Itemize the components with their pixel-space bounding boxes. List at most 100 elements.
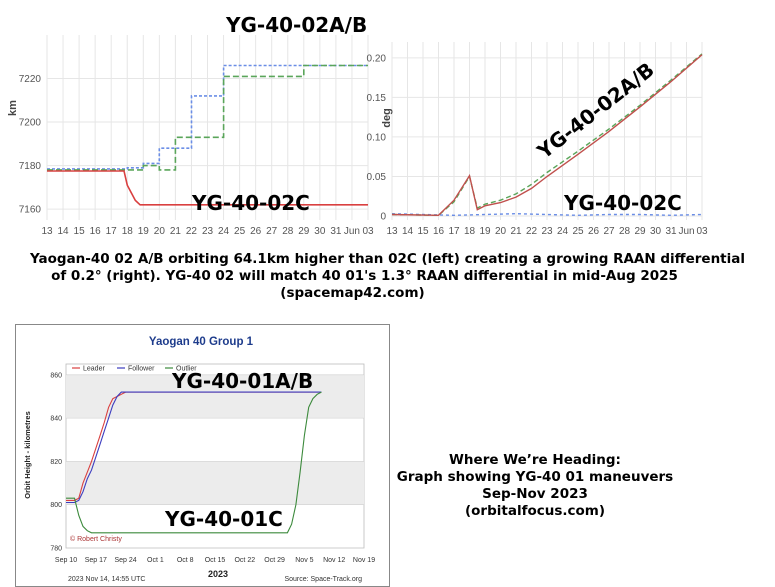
altitude-series: [47, 64, 368, 206]
x-tick-label: 28: [619, 226, 631, 237]
x-tick-label: Oct 15: [205, 557, 226, 564]
x-tick-label: 19: [479, 226, 491, 237]
x-tick-label: 27: [603, 226, 615, 237]
annotation-yg-40-01c: YG-40-01C: [164, 507, 283, 531]
x-tick-label: Oct 29: [264, 557, 285, 564]
x-tick-label: 20: [495, 226, 507, 237]
x-tick-label: 03: [362, 226, 374, 237]
raan-grid: [391, 42, 703, 220]
x-tick-label: 15: [417, 226, 429, 237]
x-tick-label: 16: [433, 226, 445, 237]
x-tick-label: 14: [57, 226, 69, 237]
x-tick-label: 17: [106, 226, 118, 237]
y-tick-label: 820: [50, 459, 62, 466]
y-tick-label: 7200: [19, 118, 42, 129]
group1-y-axis-label: Orbit Height - kilometres: [23, 411, 32, 499]
x-tick-label: Jun: [678, 226, 694, 237]
x-tick-label: 30: [650, 226, 662, 237]
x-tick-label: 13: [41, 226, 53, 237]
y-tick-label: 0: [380, 212, 386, 223]
y-tick-label: 7220: [19, 74, 42, 85]
x-tick-label: 25: [572, 226, 584, 237]
series-line-1-0: [47, 64, 368, 170]
right-caption-line-3: Sep-Nov 2023: [482, 486, 588, 502]
series-line-1-1: [47, 64, 368, 171]
x-tick-label: Sep 17: [85, 557, 107, 564]
right-caption-line-2: Graph showing YG-40 01 maneuvers: [396, 469, 674, 485]
x-tick-label: 20: [154, 226, 166, 237]
x-tick-label: 25: [234, 226, 246, 237]
group1-x-axis-label: 2023: [208, 569, 228, 579]
altitude-grid: [46, 35, 369, 220]
series-line-2-1: [391, 53, 703, 217]
x-tick-label: Oct 22: [234, 557, 255, 564]
y-tick-label: 0.20: [367, 53, 387, 64]
altitude-chart: 7160 7180 7200 7220 13 14 15 16 17 18 19 20 21 22 23 2…: [7, 13, 374, 237]
legend-label-outlier: Outlier: [176, 366, 197, 373]
x-tick-label: Nov 19: [353, 557, 375, 564]
x-tick-label: Jun: [344, 226, 360, 237]
x-tick-label: 27: [266, 226, 278, 237]
x-tick-label: 17: [448, 226, 460, 237]
y-tick-label: 0.10: [367, 132, 387, 143]
group1-credit: © Robert Christy: [70, 535, 122, 543]
annotation-yg-40-02c-right: YG-40-02C: [563, 191, 682, 215]
y-tick-label: 0.15: [367, 93, 387, 104]
altitude-y-axis-label: km: [7, 100, 19, 116]
top-caption-line-3: (spacemap42.com): [280, 285, 425, 301]
x-tick-label: 22: [526, 226, 538, 237]
x-tick-label: 28: [282, 226, 294, 237]
y-tick-label: 0.05: [367, 172, 387, 183]
x-tick-label: 13: [386, 226, 398, 237]
right-caption-line-1: Where We’re Heading:: [449, 452, 621, 468]
y-tick-label: 7180: [19, 161, 42, 172]
x-tick-label: 23: [541, 226, 553, 237]
group1-legend: Leader Follower Outlier: [72, 366, 197, 373]
right-caption: Where We’re Heading: Graph showing YG-40…: [395, 452, 675, 520]
top-caption-line-2: of 0.2° (right). YG-40 02 will match 40 …: [51, 268, 678, 284]
series-line-1-2: [47, 170, 368, 206]
x-tick-label: 26: [250, 226, 262, 237]
x-tick-label: 22: [186, 226, 198, 237]
group1-title: Yaogan 40 Group 1: [149, 336, 254, 348]
group1-footer-left: 2023 Nov 14, 14:55 UTC: [68, 576, 145, 583]
x-tick-label: 24: [557, 226, 569, 237]
top-caption: Yaogan-40 02 A/B orbiting 64.1km higher …: [0, 251, 775, 302]
x-tick-label: 29: [634, 226, 646, 237]
x-tick-label: 24: [218, 226, 230, 237]
group1-x-ticks: Sep 10 Sep 17 Sep 24 Oct 1 Oct 8 Oct 15 Oct 22…: [55, 557, 375, 564]
annotation-yg-40-02ab-left: YG-40-02A/B: [225, 13, 367, 37]
altitude-x-ticks: 13 14 15 16 17 18 19 20 21 22 23 24 25 26 27 28 29 30 31 Ju…: [41, 226, 374, 237]
y-tick-label: 800: [50, 502, 62, 509]
x-tick-label: 31: [330, 226, 342, 237]
x-tick-label: 21: [170, 226, 182, 237]
x-tick-label: 18: [464, 226, 476, 237]
x-tick-label: 29: [298, 226, 310, 237]
x-tick-label: Oct 8: [177, 557, 194, 564]
x-tick-label: 03: [696, 226, 708, 237]
y-tick-label: 7160: [19, 205, 42, 216]
series-line-2-2: [391, 54, 703, 217]
x-tick-label: 14: [402, 226, 414, 237]
raan-series: [391, 53, 703, 217]
group1-bands: [65, 363, 365, 549]
right-caption-line-4: (orbitalfocus.com): [464, 503, 606, 519]
raan-chart: 0 0.05 0.10 0.15 0.20 13 14 15 16 17 18 19 20 21 22 23…: [367, 42, 708, 237]
altitude-y-ticks: 7160 7180 7200 7220: [19, 74, 42, 216]
group1-footer-right: Source: Space-Track.org: [284, 576, 362, 583]
annotation-yg-40-02c-left: YG-40-02C: [191, 191, 310, 215]
top-caption-line-1: Yaogan-40 02 A/B orbiting 64.1km higher …: [29, 251, 745, 267]
annotation-yg-40-01ab: YG-40-01A/B: [171, 369, 313, 393]
raan-y-axis-label: deg: [381, 108, 393, 128]
raan-y-ticks: 0 0.05 0.10 0.15 0.20: [367, 53, 387, 222]
y-tick-label: 840: [50, 416, 62, 423]
x-tick-label: 21: [510, 226, 522, 237]
x-tick-label: Oct 1: [147, 557, 164, 564]
legend-label-follower: Follower: [128, 366, 155, 373]
x-tick-label: 18: [122, 226, 134, 237]
x-tick-label: 30: [314, 226, 326, 237]
raan-x-ticks: 13 14 15 16 17 18 19 20 21 22 23 24 25 26 27 28 29 30 31 Ju…: [386, 226, 708, 237]
y-tick-label: 780: [50, 546, 62, 553]
x-tick-label: 19: [138, 226, 150, 237]
